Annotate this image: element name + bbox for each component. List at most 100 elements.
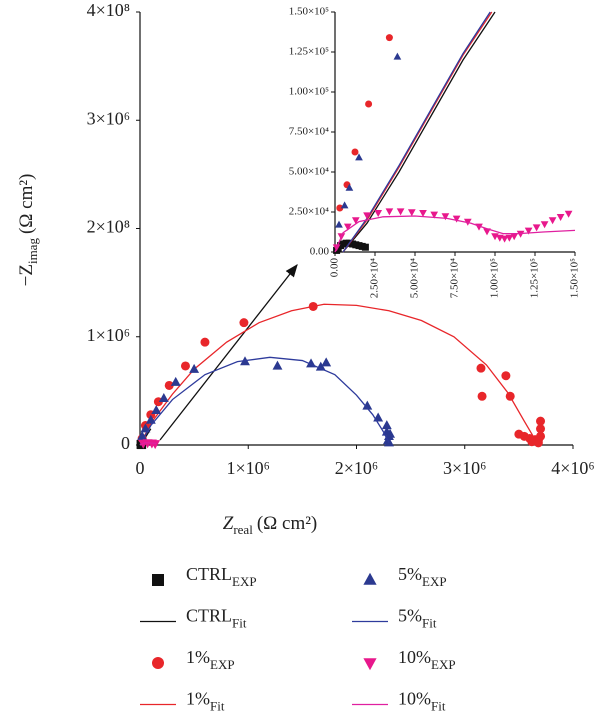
- fit-line: [334, 215, 576, 253]
- data-point: [315, 361, 326, 371]
- data-point: [540, 221, 549, 229]
- plot-area: [136, 301, 546, 450]
- data-point: [335, 220, 343, 228]
- legend-label: 1%Fit: [186, 689, 225, 714]
- y-tick-label: 1.25×10⁵: [289, 46, 329, 58]
- legend-label: CTRLEXP: [186, 564, 257, 589]
- data-point: [500, 235, 509, 243]
- legend-swatch: [152, 574, 164, 586]
- data-point: [351, 217, 360, 225]
- legend-name: CTRL: [186, 564, 232, 584]
- plot-area: [332, 11, 576, 254]
- data-point: [393, 52, 402, 60]
- legend-sub: EXP: [431, 657, 456, 672]
- data-point: [239, 318, 249, 328]
- x-tick-label: 1.25×10⁵: [529, 258, 541, 298]
- y-axis-label: −Zimag(Ω cm²): [16, 174, 40, 287]
- data-point: [407, 209, 416, 217]
- data-point: [351, 148, 359, 156]
- x-tick-label: 1×10⁶: [227, 458, 270, 478]
- data-point: [355, 153, 363, 161]
- data-point: [385, 208, 394, 216]
- data-point: [361, 243, 369, 251]
- legend-sub: Fit: [431, 698, 446, 713]
- fit-line: [342, 11, 491, 253]
- data-point: [564, 210, 573, 218]
- y-tick-label: 7.50×10⁴: [289, 126, 329, 138]
- x-tick-label: 1.50×10⁵: [569, 258, 581, 298]
- data-point: [150, 440, 161, 450]
- legend-sub: Fit: [422, 615, 437, 630]
- data-point: [524, 227, 533, 235]
- data-point: [363, 212, 371, 220]
- legend-name: 10%: [398, 689, 431, 709]
- data-point: [340, 201, 349, 209]
- data-point: [180, 361, 190, 371]
- y-tick-label: 1.50×10⁵: [289, 6, 329, 18]
- y-tick-label: 4×10⁸: [87, 0, 130, 20]
- data-point: [476, 363, 486, 373]
- x-tick-label: 7.50×10⁴: [449, 258, 461, 298]
- data-point: [385, 428, 396, 438]
- data-point: [536, 416, 546, 426]
- legend-sub: Fit: [210, 698, 225, 713]
- y-tick-label: 5.00×10⁴: [289, 166, 329, 178]
- data-point: [170, 376, 181, 386]
- data-point: [430, 211, 439, 219]
- x-tick-label: 1.00×10⁵: [489, 258, 501, 298]
- y-tick-label: 2.50×10⁴: [289, 206, 329, 218]
- data-point: [336, 204, 344, 212]
- y-tick-label: 3×10⁶: [87, 108, 130, 128]
- data-point: [452, 215, 461, 223]
- data-point: [374, 210, 383, 217]
- data-point: [532, 224, 541, 232]
- data-point: [365, 100, 373, 108]
- legend-label: 10%Fit: [398, 689, 446, 714]
- fit-line: [342, 11, 496, 253]
- legend-sub: Fit: [232, 615, 247, 630]
- x-tick-label: 2.50×10⁴: [369, 258, 381, 298]
- legend-swatch: [363, 572, 377, 585]
- x-tick-label: 0.00: [329, 258, 341, 278]
- legend-name: 5%: [398, 606, 422, 626]
- data-point: [381, 420, 392, 430]
- y-tick-label: 0.00: [310, 246, 330, 258]
- x-tick-label: 4×10⁶: [551, 458, 594, 478]
- fit-line: [342, 11, 493, 253]
- data-point: [516, 230, 525, 238]
- fit-line: [139, 303, 536, 446]
- y-tick-label: 1×10⁶: [87, 325, 130, 345]
- legend-name: CTRL: [186, 606, 232, 626]
- y-tick-label: 1.00×10⁵: [289, 86, 329, 98]
- legend-sub: EXP: [210, 657, 235, 672]
- data-point: [164, 380, 174, 390]
- data-point: [441, 213, 450, 221]
- data-point: [483, 228, 491, 236]
- y-tick-label: 0: [121, 433, 130, 453]
- legend-swatch: [152, 657, 164, 669]
- data-point: [272, 360, 283, 370]
- legend-name: 5%: [398, 564, 422, 584]
- data-point: [321, 357, 332, 367]
- fit-line: [139, 441, 157, 446]
- data-point: [200, 337, 210, 347]
- data-point: [501, 371, 511, 381]
- data-point: [396, 208, 405, 216]
- legend-swatch: [363, 658, 377, 671]
- data-point: [385, 34, 393, 42]
- data-point: [189, 363, 200, 373]
- legend-label: 1%EXP: [186, 647, 235, 672]
- data-point: [510, 233, 519, 241]
- legend-label: 5%EXP: [398, 564, 447, 589]
- data-point: [505, 234, 514, 242]
- data-point: [536, 424, 546, 434]
- data-point: [527, 437, 537, 447]
- x-axis-label: Zreal (Ω cm²): [223, 513, 318, 537]
- data-point: [345, 183, 354, 191]
- data-point: [477, 391, 487, 401]
- data-point: [419, 210, 427, 217]
- legend-sub: EXP: [232, 574, 257, 589]
- fit-line: [139, 356, 390, 446]
- legend-label: CTRLFit: [186, 606, 247, 631]
